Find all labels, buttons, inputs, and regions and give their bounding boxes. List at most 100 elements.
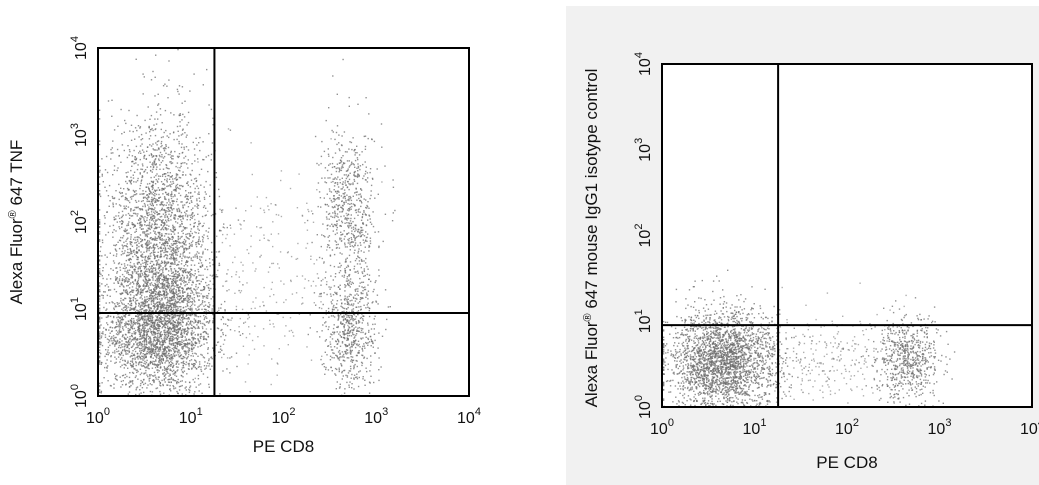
- data-point: [194, 273, 196, 275]
- data-point: [147, 338, 150, 340]
- data-point: [177, 320, 179, 322]
- data-point: [179, 292, 181, 294]
- data-point: [148, 309, 151, 311]
- data-point: [158, 321, 161, 323]
- data-point: [181, 245, 184, 247]
- data-point: [164, 349, 166, 351]
- data-point: [144, 366, 146, 368]
- data-point: [170, 156, 172, 158]
- data-point: [165, 219, 167, 221]
- data-point: [181, 334, 184, 337]
- data-point: [114, 356, 116, 358]
- data-point: [193, 346, 195, 349]
- data-point: [129, 274, 131, 276]
- data-point: [138, 275, 140, 277]
- data-point: [197, 306, 199, 308]
- data-point: [177, 156, 179, 159]
- data-point: [147, 375, 149, 378]
- data-point: [173, 200, 175, 202]
- data-point: [161, 320, 163, 322]
- data-point: [182, 292, 184, 294]
- data-point: [172, 291, 174, 293]
- data-point: [150, 292, 152, 295]
- data-point: [172, 252, 174, 255]
- data-point: [140, 310, 143, 313]
- data-point: [171, 282, 173, 284]
- data-point: [176, 178, 179, 181]
- data-point: [223, 339, 226, 341]
- data-point: [195, 361, 197, 363]
- data-point: [176, 314, 178, 317]
- data-point: [155, 315, 157, 317]
- data-point: [147, 285, 149, 287]
- data-point: [170, 365, 172, 367]
- data-point: [161, 344, 163, 347]
- data-point: [173, 354, 176, 357]
- data-point: [137, 362, 140, 364]
- data-point: [134, 333, 136, 335]
- data-point: [155, 264, 158, 266]
- data-point: [211, 310, 213, 312]
- data-point: [137, 344, 139, 347]
- data-point: [116, 267, 118, 269]
- data-point: [176, 162, 179, 164]
- data-point: [134, 269, 136, 271]
- data-point: [207, 336, 210, 338]
- data-point: [188, 349, 190, 351]
- data-point: [157, 320, 159, 322]
- data-point: [171, 191, 173, 193]
- data-point: [155, 274, 157, 276]
- data-point: [167, 193, 169, 196]
- data-point: [155, 219, 157, 221]
- data-point: [171, 362, 173, 364]
- data-point: [210, 287, 212, 290]
- data-point: [159, 236, 162, 238]
- data-point: [178, 192, 180, 194]
- data-point: [148, 233, 150, 235]
- data-point: [144, 205, 146, 208]
- data-point: [160, 308, 162, 310]
- data-point: [180, 385, 182, 387]
- data-point: [147, 258, 149, 260]
- data-point: [120, 322, 123, 324]
- data-point: [186, 256, 188, 258]
- data-point: [112, 351, 114, 354]
- data-point: [188, 368, 190, 370]
- data-point: [148, 278, 150, 280]
- data-point: [148, 126, 150, 128]
- data-point: [198, 384, 200, 386]
- data-point: [164, 227, 167, 229]
- data-point: [149, 253, 151, 255]
- data-point: [152, 341, 155, 343]
- data-point: [144, 319, 146, 321]
- data-point: [153, 249, 155, 251]
- data-point: [167, 368, 169, 370]
- data-point: [178, 328, 180, 330]
- data-point: [139, 193, 141, 195]
- data-point: [194, 256, 196, 258]
- data-point: [153, 381, 155, 384]
- data-point: [170, 323, 172, 325]
- data-point: [123, 289, 125, 291]
- data-point: [178, 286, 180, 289]
- data-point: [143, 271, 146, 273]
- data-point: [104, 169, 107, 171]
- data-point: [163, 196, 166, 198]
- data-point: [113, 383, 115, 385]
- data-point: [197, 207, 199, 209]
- data-point: [137, 270, 139, 273]
- data-point: [123, 279, 125, 281]
- data-point: [123, 343, 125, 345]
- data-point: [172, 285, 174, 287]
- data-point: [100, 363, 102, 365]
- data-point: [181, 393, 183, 395]
- data-point: [129, 291, 132, 293]
- data-point: [178, 279, 181, 281]
- data-point: [143, 329, 145, 331]
- data-point: [139, 276, 141, 278]
- data-point: [143, 238, 146, 241]
- data-point: [153, 209, 155, 211]
- data-point: [129, 309, 131, 311]
- data-point: [162, 267, 164, 269]
- data-point: [118, 198, 120, 201]
